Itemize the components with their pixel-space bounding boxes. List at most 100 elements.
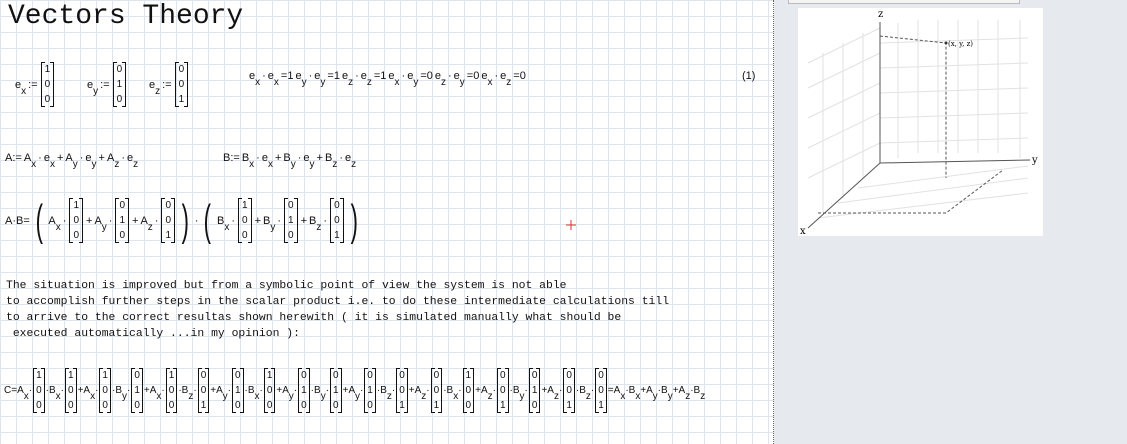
- variable: ez: [360, 70, 373, 88]
- variable-subscript: z: [685, 391, 691, 402]
- variable: ez: [148, 79, 161, 97]
- variable-subscript: x: [224, 221, 230, 233]
- matrix: 0 1 0: [231, 368, 244, 413]
- variable-base: e: [249, 70, 256, 82]
- operator: ·: [448, 70, 452, 82]
- matrix: 0 0 1: [595, 368, 607, 413]
- variable-base: e: [85, 152, 92, 164]
- variable-subscript: x: [55, 221, 61, 233]
- matrix-entry: 0: [499, 385, 506, 396]
- matrix-entry: 0: [598, 370, 604, 381]
- variable-base: e: [434, 70, 441, 82]
- paragraph-line: The situation is improved but from a sym…: [6, 280, 567, 292]
- operator: ·: [244, 385, 248, 396]
- operator: +: [77, 385, 84, 396]
- variable-base: e: [15, 78, 22, 91]
- matrix: 0 1 0: [364, 368, 376, 413]
- matrix-entry: 0: [44, 79, 51, 90]
- variable-subscript: y: [72, 159, 78, 170]
- variable-base: B: [380, 385, 387, 396]
- variable-subscript: y: [288, 391, 294, 402]
- matrix-entry: 1: [266, 370, 273, 381]
- matrix-entry: 0: [367, 400, 373, 411]
- matrix-entry: 0: [178, 64, 185, 75]
- operator: ·: [259, 385, 263, 396]
- toolbar-edge: [788, 0, 1020, 4]
- variable-base: A: [646, 385, 653, 396]
- operator: +: [475, 385, 481, 396]
- matrix-entry: 1: [598, 400, 604, 411]
- operator: +: [342, 385, 349, 396]
- operator: ·: [108, 214, 113, 227]
- operator: +: [408, 385, 415, 396]
- variable-base: e: [295, 70, 302, 82]
- operator: ·: [45, 385, 49, 396]
- matrix-entry: 0: [234, 400, 241, 411]
- variable: Bz: [694, 385, 706, 402]
- matrix: 0 1 0: [112, 62, 127, 107]
- plot-background: [798, 8, 1043, 236]
- variable-subscript: z: [585, 391, 591, 402]
- sheet: Vectors Theory ex:= 1 0 0 ey:= 0 1 0 ez:= 0 0 1 e…: [0, 0, 774, 444]
- variable-subscript: y: [320, 77, 326, 88]
- variable: Bz: [324, 152, 338, 170]
- variable-base: B: [324, 152, 333, 164]
- operator: ·: [62, 214, 67, 227]
- variable-subscript: x: [487, 77, 493, 88]
- variable: ey: [84, 152, 97, 170]
- variable: ez: [341, 70, 354, 88]
- operator: +: [640, 385, 647, 396]
- ab-expression: A·B=(Ax · 1 0 0 + Ay · 0 1 0 + Az · 0 0 1) ·(Bx · 1 0 0 + By · 0 1…: [4, 198, 362, 243]
- variable: ex: [14, 78, 27, 97]
- variable-base: e: [407, 70, 414, 82]
- variable-subscript: x: [31, 159, 37, 170]
- matrix-entry: 0: [433, 370, 440, 381]
- variable-subscript: y: [652, 391, 658, 402]
- operator: +: [98, 152, 105, 164]
- variable: Ax: [23, 152, 37, 170]
- operator: ·: [509, 385, 513, 396]
- variable-subscript: z: [421, 391, 427, 402]
- matrix-entry: 1: [499, 400, 506, 411]
- matrix: 0 1 0: [528, 368, 541, 413]
- operator: ·: [127, 385, 131, 396]
- variable: ey: [453, 70, 466, 88]
- z-axis-label: z: [878, 9, 883, 20]
- variable: Bx: [49, 385, 61, 402]
- operator: ·: [231, 214, 236, 227]
- operator: ·: [458, 385, 462, 396]
- matrix-entry: 1: [433, 400, 440, 411]
- operator: ·: [293, 385, 298, 396]
- operator: ·: [227, 385, 231, 396]
- matrix-entry: 0: [119, 230, 126, 241]
- variable-base: B: [283, 152, 291, 164]
- variable: ex: [267, 70, 280, 88]
- x-axis-label: x: [800, 226, 806, 236]
- variable-base: A: [678, 385, 686, 396]
- operator: (: [204, 195, 212, 245]
- matrix-entry: 1: [119, 215, 126, 226]
- operator: ·: [28, 385, 33, 396]
- variable-base: e: [481, 70, 488, 82]
- matrix-entry: 0: [288, 230, 294, 241]
- variable-subscript: y: [290, 159, 296, 170]
- variable-base: e: [127, 152, 134, 164]
- variable-subscript: z: [441, 77, 446, 88]
- matrix: 1 0 0: [65, 368, 77, 413]
- operator: ·: [310, 385, 315, 396]
- variable-subscript: y: [320, 391, 326, 402]
- operator: +: [86, 214, 93, 227]
- variable-subscript: x: [90, 391, 96, 402]
- variable: ex: [261, 152, 274, 170]
- matrix: 0 0 1: [161, 198, 176, 243]
- definition: ex:= 1 0 0: [14, 62, 56, 107]
- plot-3d: z y x (x, y, z): [798, 8, 1043, 236]
- matrix-entry: 0: [499, 370, 506, 381]
- variable-base: B: [661, 385, 668, 396]
- matrix-entry: 0: [399, 385, 405, 396]
- variable: Bz: [579, 385, 591, 402]
- operator: ·: [339, 152, 343, 164]
- variable: Bz: [308, 215, 322, 233]
- matrix-entry: 0: [234, 370, 241, 381]
- variable: Ay: [646, 385, 658, 402]
